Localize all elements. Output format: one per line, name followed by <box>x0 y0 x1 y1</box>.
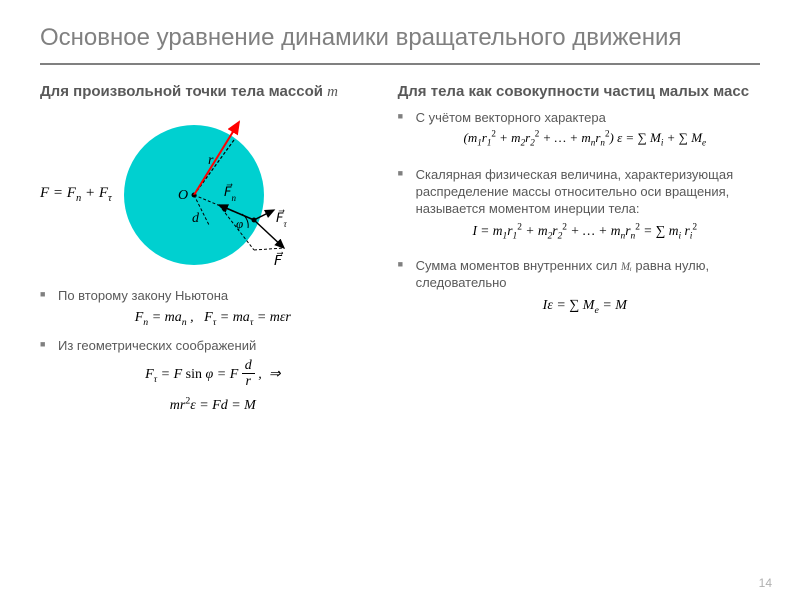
eq-inertia-block: I = m1r12 + m2r22 + … + mnrn2 = ∑ mi ri2 <box>398 222 772 242</box>
label-Ftau: F⃗τ <box>276 209 287 228</box>
eq-newton: Fn = man , Fτ = maτ = mεr <box>135 310 291 325</box>
eq-force-sum: F = Fn + Fτ <box>40 185 112 204</box>
eq-newton-block: Fn = man , Fτ = maτ = mεr <box>40 308 386 328</box>
right-subheading: Для тела как совокупности частиц малых м… <box>398 83 772 102</box>
slide-title: Основное уравнение динамики вращательног… <box>40 24 760 53</box>
eq-final: Iε = ∑ Me = M <box>543 298 627 313</box>
eq-geom-1: Fτ = F sin φ = F dr , ⇒ <box>145 367 280 382</box>
left-bullets: По второму закону Ньютона <box>40 288 386 305</box>
bullet-sum: Сумма моментов внутренних сил Mᵢ равна н… <box>398 258 772 292</box>
left-subheading-var: m <box>327 84 338 100</box>
eq-inertia: I = m1r12 + m2r22 + … + mnrn2 = ∑ mi ri2 <box>472 223 697 238</box>
label-d: d <box>192 211 200 226</box>
bullet-newton: По второму закону Ньютона <box>40 288 386 305</box>
bullet-inertia: Скалярная физическая величина, характери… <box>398 167 772 218</box>
right-bullets-3: Сумма моментов внутренних сил Mᵢ равна н… <box>398 258 772 292</box>
left-subheading-text: Для произвольной точки тела массой <box>40 83 327 100</box>
title-rule <box>40 63 760 65</box>
eq-final-block: Iε = ∑ Me = M <box>398 296 772 316</box>
label-F: F⃗ <box>274 251 284 269</box>
slide: Основное уравнение динамики вращательног… <box>0 0 800 424</box>
rotation-diagram: O r F⃗ F⃗n F⃗τ <box>114 110 294 280</box>
left-column: Для произвольной точки тела массой m F =… <box>40 83 386 424</box>
right-bullets-2: Скалярная физическая величина, характери… <box>398 167 772 218</box>
diagram-row: F = Fn + Fτ O <box>40 110 386 280</box>
bullet-geom: Из геометрических соображений <box>40 338 386 355</box>
label-phi: φ <box>236 216 243 231</box>
columns: Для произвольной точки тела массой m F =… <box>40 83 760 424</box>
bullet-vector: С учётом векторного характера <box>398 110 772 127</box>
eq-geom-block: Fτ = F sin φ = F dr , ⇒ mr2ε = Fd = M <box>40 359 386 414</box>
left-subheading: Для произвольной точки тела массой m <box>40 83 386 102</box>
right-bullets: С учётом векторного характера <box>398 110 772 127</box>
page-number: 14 <box>759 576 772 590</box>
right-column: Для тела как совокупности частиц малых м… <box>398 83 772 424</box>
label-O: O <box>178 188 188 203</box>
left-bullets-2: Из геометрических соображений <box>40 338 386 355</box>
eq-vector: (m1r12 + m2r22 + … + mnrn2) ε = ∑ Mi + ∑… <box>463 130 706 145</box>
eq-vector-block: (m1r12 + m2r22 + … + mnrn2) ε = ∑ Mi + ∑… <box>398 128 772 147</box>
eq-geom-2: mr2ε = Fd = M <box>170 398 256 413</box>
